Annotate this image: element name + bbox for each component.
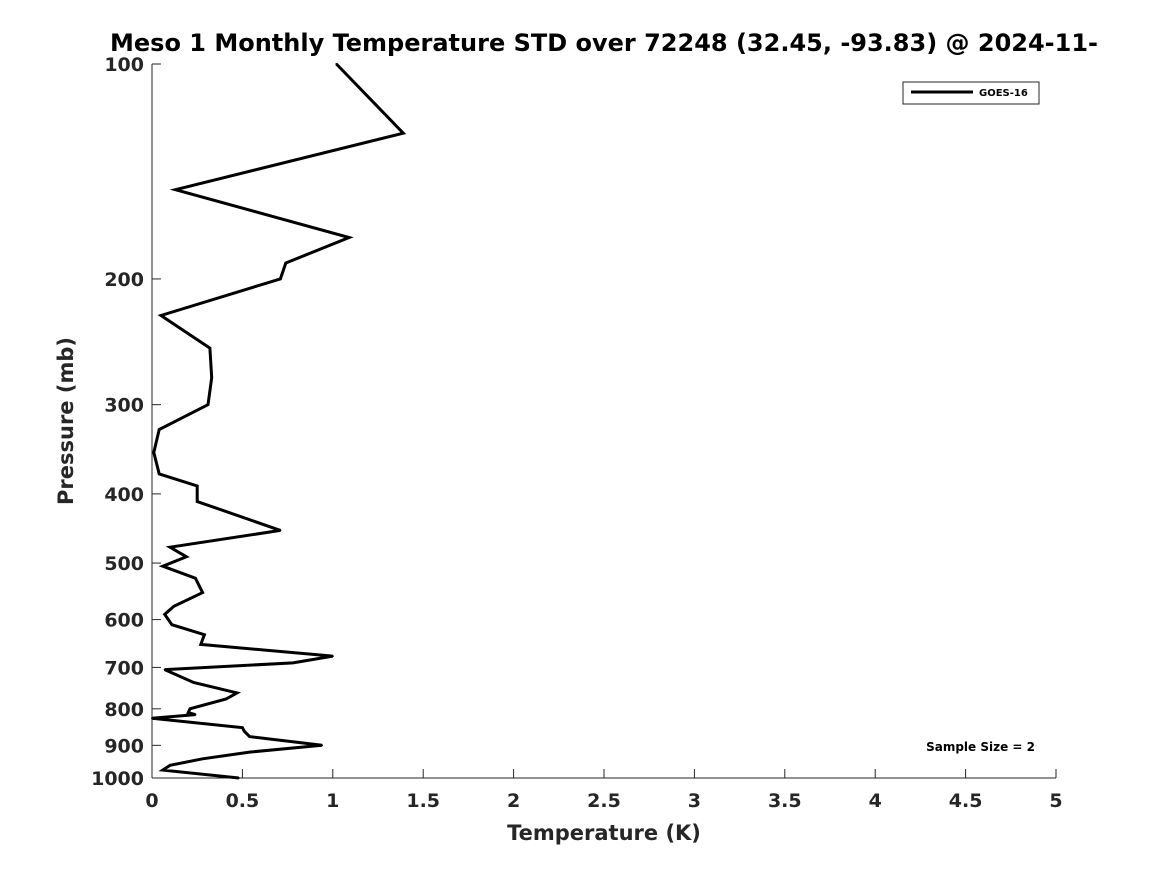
data-point <box>163 668 166 671</box>
data-point <box>208 347 211 350</box>
x-tick-label: 1 <box>326 790 339 812</box>
data-point <box>163 613 166 616</box>
plot-background <box>152 64 1056 778</box>
data-point <box>194 713 197 716</box>
series-points <box>151 63 405 779</box>
x-tick-label: 2.5 <box>587 790 621 812</box>
data-point <box>172 605 175 608</box>
data-point <box>158 472 161 475</box>
data-point <box>225 698 228 700</box>
data-point <box>203 633 206 636</box>
data-point <box>199 643 202 646</box>
legend-label-goes-16: GOES-16 <box>979 88 1028 99</box>
data-point <box>236 691 238 694</box>
x-axis-label: Temperature (K) <box>507 821 701 845</box>
y-tick-label: 400 <box>104 484 144 506</box>
data-point <box>241 726 244 729</box>
data-point <box>237 777 240 779</box>
data-point <box>170 623 173 626</box>
data-point <box>187 711 190 714</box>
legend: GOES-16 <box>902 81 1040 105</box>
data-point <box>160 314 162 317</box>
x-tick-label: 3 <box>688 790 701 812</box>
data-point <box>207 403 209 406</box>
y-axis-ticks: 100 200 300 400 500 600 700 800 900 1000 <box>91 54 161 790</box>
x-tick-label: 2 <box>507 790 520 812</box>
y-tick-label: 600 <box>104 610 144 632</box>
data-point <box>331 655 334 658</box>
x-tick-label: 4 <box>869 790 882 812</box>
data-point <box>348 236 351 239</box>
y-tick-label: 500 <box>104 553 144 575</box>
y-tick-label: 1000 <box>91 768 144 790</box>
data-point <box>284 262 287 264</box>
x-tick-label: 3.5 <box>768 790 802 812</box>
data-point <box>201 591 204 594</box>
data-point <box>151 717 153 720</box>
x-tick-label: 1.5 <box>406 790 440 812</box>
x-tick-label: 0.5 <box>226 790 260 812</box>
y-tick-label: 200 <box>104 269 144 291</box>
data-point <box>292 661 294 664</box>
sample-size-annotation: Sample Size = 2 <box>926 740 1035 754</box>
data-point <box>158 428 161 431</box>
y-tick-label: 800 <box>104 699 144 721</box>
y-tick-label: 700 <box>104 657 144 679</box>
data-point <box>169 764 172 767</box>
chart-title: Meso 1 Monthly Temperature STD over 7224… <box>110 29 1098 57</box>
data-point <box>152 451 155 454</box>
data-point <box>243 730 246 733</box>
data-point <box>248 751 251 754</box>
y-tick-label: 900 <box>104 735 144 757</box>
data-point <box>194 577 197 580</box>
x-tick-label: 0 <box>145 790 158 812</box>
data-point <box>402 132 405 135</box>
data-point <box>248 735 251 738</box>
data-point <box>185 555 188 558</box>
data-point <box>321 744 323 747</box>
data-point <box>196 500 199 503</box>
data-point <box>196 485 199 487</box>
data-point <box>279 529 282 532</box>
data-point <box>335 63 338 65</box>
data-point <box>201 757 204 760</box>
data-point <box>279 277 282 280</box>
data-point <box>169 546 172 549</box>
y-tick-label: 300 <box>104 395 144 417</box>
x-tick-label: 4.5 <box>949 790 983 812</box>
data-point <box>174 188 177 191</box>
data-point <box>161 565 164 568</box>
y-axis-label: Pressure (mb) <box>54 337 78 505</box>
data-point <box>189 707 191 710</box>
data-point <box>210 376 213 379</box>
data-point <box>192 681 195 684</box>
data-point <box>161 769 164 772</box>
plot-area: 0 0.5 1 1.5 2 2.5 3 3.5 4 4.5 5 100 200 300 400 500 600… <box>91 54 1063 812</box>
x-axis-ticks: 0 0.5 1 1.5 2 2.5 3 3.5 4 4.5 5 <box>145 769 1063 812</box>
x-tick-label: 5 <box>1049 790 1062 812</box>
y-tick-label: 100 <box>104 54 144 76</box>
